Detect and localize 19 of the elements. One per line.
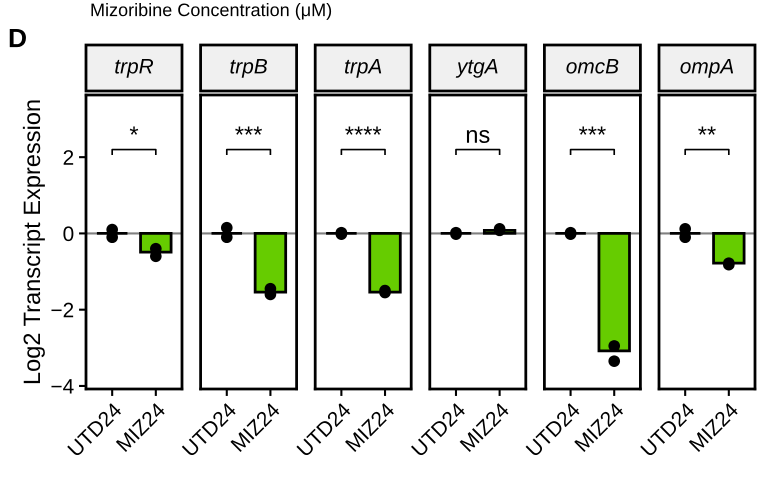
y-tick-label: 2 <box>64 150 74 165</box>
y-tick-label: 0 <box>63 226 74 242</box>
annotation: * <box>130 126 138 135</box>
chart-title: trpR <box>115 59 154 78</box>
y-axis-title: Log2 Transcript Expression <box>22 100 45 384</box>
annotation: *** <box>578 126 606 135</box>
annotation: **** <box>345 126 382 135</box>
y-tick-label: −4 <box>51 379 74 394</box>
y-tick-label: −2 <box>51 302 74 318</box>
chart-title: omcB <box>566 59 618 74</box>
text: Mizoribine Concentration (μM) <box>91 3 332 20</box>
text: D <box>10 28 26 48</box>
chart-title: trpB <box>230 59 267 78</box>
annotation: ns <box>466 130 490 143</box>
chart-title: trpA <box>345 59 382 78</box>
chart-title: ytgA <box>456 59 498 78</box>
annotation: *** <box>235 126 262 135</box>
chart-title: ompA <box>680 59 734 78</box>
annotation: ** <box>698 126 716 135</box>
